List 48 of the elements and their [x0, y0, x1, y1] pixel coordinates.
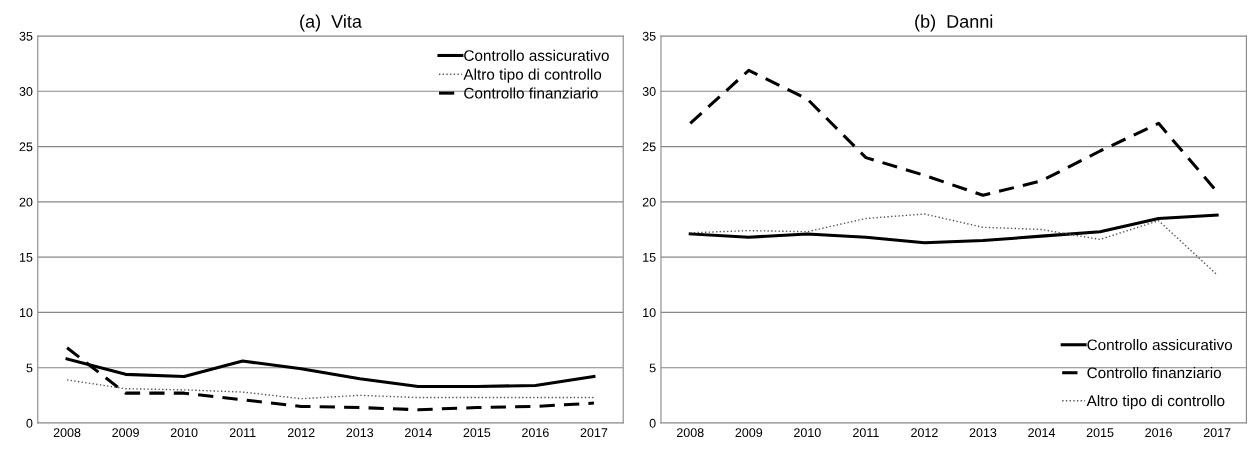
x-tick-label: 2009 [112, 428, 139, 438]
line-series [66, 379, 595, 400]
y-tick-label: 0 [649, 418, 656, 428]
y-tick-label: 30 [642, 87, 656, 96]
y-tick-label: 5 [649, 363, 656, 373]
y-tick-label: 0 [26, 418, 33, 428]
y-tick-label: 25 [19, 142, 33, 152]
legend-label: Controllo finanziario [464, 87, 598, 99]
x-tick-label: 2013 [969, 428, 997, 438]
x-tick-label: 2017 [580, 428, 608, 438]
x-tick-label: 2008 [676, 428, 704, 438]
y-tick-label: 30 [19, 87, 33, 96]
y-tick-label: 35 [19, 31, 33, 41]
x-tick-label: 2015 [1086, 428, 1114, 438]
y-tick-label: 15 [19, 253, 33, 262]
chart-title: (a) Vita [300, 14, 362, 32]
x-tick-label: 2012 [287, 428, 315, 438]
x-tick-label: 2012 [911, 428, 938, 438]
x-tick-label: 2011 [229, 428, 256, 438]
line-series [689, 213, 1218, 276]
y-tick-label: 25 [642, 142, 656, 152]
line-series [688, 213, 1219, 245]
y-tick-label: 20 [642, 197, 656, 207]
y-tick-label: 20 [19, 197, 33, 207]
y-tick-label: 10 [19, 308, 33, 318]
y-tick-label: 15 [643, 253, 656, 262]
x-tick-label: 2016 [522, 428, 549, 438]
x-tick-label: 2010 [170, 428, 198, 438]
y-tick-label: 10 [643, 308, 656, 318]
legend-label: Controllo assicurativo [1087, 339, 1233, 351]
x-tick-label: 2010 [794, 428, 821, 438]
y-tick-label: 5 [26, 363, 33, 373]
x-tick-label: 2008 [53, 428, 81, 438]
x-tick-label: 2015 [463, 428, 491, 438]
legend-label: Altro tipo di controllo [463, 68, 602, 83]
x-tick-label: 2014 [405, 428, 432, 438]
x-tick-label: 2016 [1145, 428, 1172, 438]
legend-label: Controllo finanziario [1087, 367, 1221, 379]
line-series [65, 346, 596, 412]
x-tick-label: 2011 [853, 428, 879, 438]
y-tick-label: 35 [642, 31, 656, 41]
x-tick-label: 2013 [346, 428, 374, 438]
x-tick-label: 2017 [1203, 428, 1231, 438]
legend-label: Altro tipo di controllo [1086, 395, 1225, 410]
legend-label: Controllo assicurativo [464, 49, 609, 61]
chart-title: (b) Danni [915, 14, 993, 32]
x-tick-label: 2009 [735, 428, 763, 438]
x-tick-label: 2014 [1028, 428, 1056, 438]
